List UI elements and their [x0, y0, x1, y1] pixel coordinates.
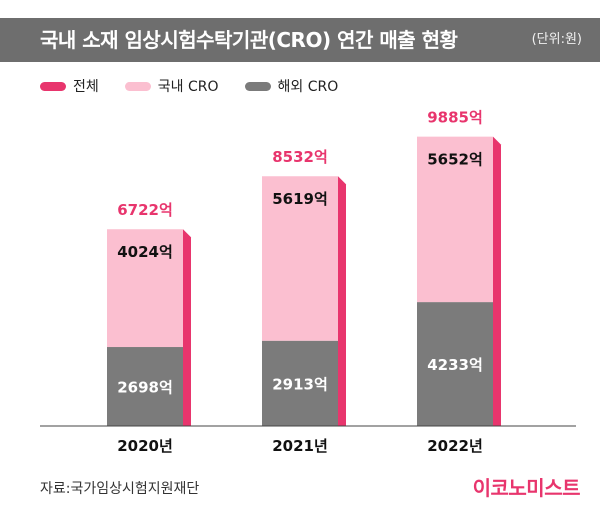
bar-side-0 — [183, 229, 191, 426]
unit-label: (단위:원) — [531, 32, 582, 47]
data-label-total-0: 6722억 — [117, 201, 173, 219]
legend-item-domestic: 국내 CRO — [124, 76, 219, 96]
data-label-domestic-2: 5652억 — [427, 151, 483, 169]
legend-label-domestic: 국내 CRO — [157, 79, 219, 95]
chart-title: 국내 소재 임상시험수탁기관(CRO) 연간 매출 현황 — [40, 28, 458, 52]
brand-logo: 이코노미스트 — [472, 476, 581, 500]
legend-label-total: 전체 — [73, 79, 99, 95]
legend-swatch-domestic — [124, 81, 151, 91]
legend-label-overseas: 해외 CRO — [277, 79, 339, 95]
data-label-total-2: 9885억 — [427, 109, 483, 127]
data-label-total-1: 8532억 — [272, 148, 328, 166]
bar-segment-domestic-1 — [262, 176, 338, 341]
legend-item-overseas: 해외 CRO — [244, 76, 339, 96]
legend-swatch-overseas — [244, 81, 271, 91]
legend: 전체 국내 CRO 해외 CRO — [40, 76, 364, 96]
x-tick-label-1: 2021년 — [272, 437, 328, 455]
bar-segment-domestic-2 — [417, 136, 493, 303]
data-label-domestic-0: 4024억 — [117, 243, 173, 261]
bar-segment-overseas-2 — [417, 302, 493, 426]
legend-item-total: 전체 — [40, 76, 99, 96]
bar-segment-overseas-1 — [262, 340, 338, 426]
bar-chart: 2698억 4024억 6722억 2020년 2913억 5619억 8532억 2021년… — [40, 109, 576, 455]
legend-swatch-total — [40, 81, 66, 91]
bar-segment-domestic-0 — [107, 229, 183, 348]
data-label-overseas-0: 2698억 — [117, 379, 173, 397]
bar-side-1 — [338, 176, 346, 426]
bar-side-2 — [493, 136, 501, 426]
x-tick-label-0: 2020년 — [117, 437, 173, 455]
source-note: 자료:국가임상시험지원재단 — [40, 481, 200, 497]
x-tick-label-2: 2022년 — [427, 437, 483, 455]
title-bar: 국내 소재 임상시험수탁기관(CRO) 연간 매출 현황 (단위:원) — [0, 18, 600, 62]
data-label-overseas-1: 2913억 — [272, 375, 328, 393]
data-label-domestic-1: 5619억 — [272, 190, 328, 208]
bar-segment-overseas-0 — [107, 347, 183, 426]
data-label-overseas-2: 4233억 — [427, 356, 483, 374]
